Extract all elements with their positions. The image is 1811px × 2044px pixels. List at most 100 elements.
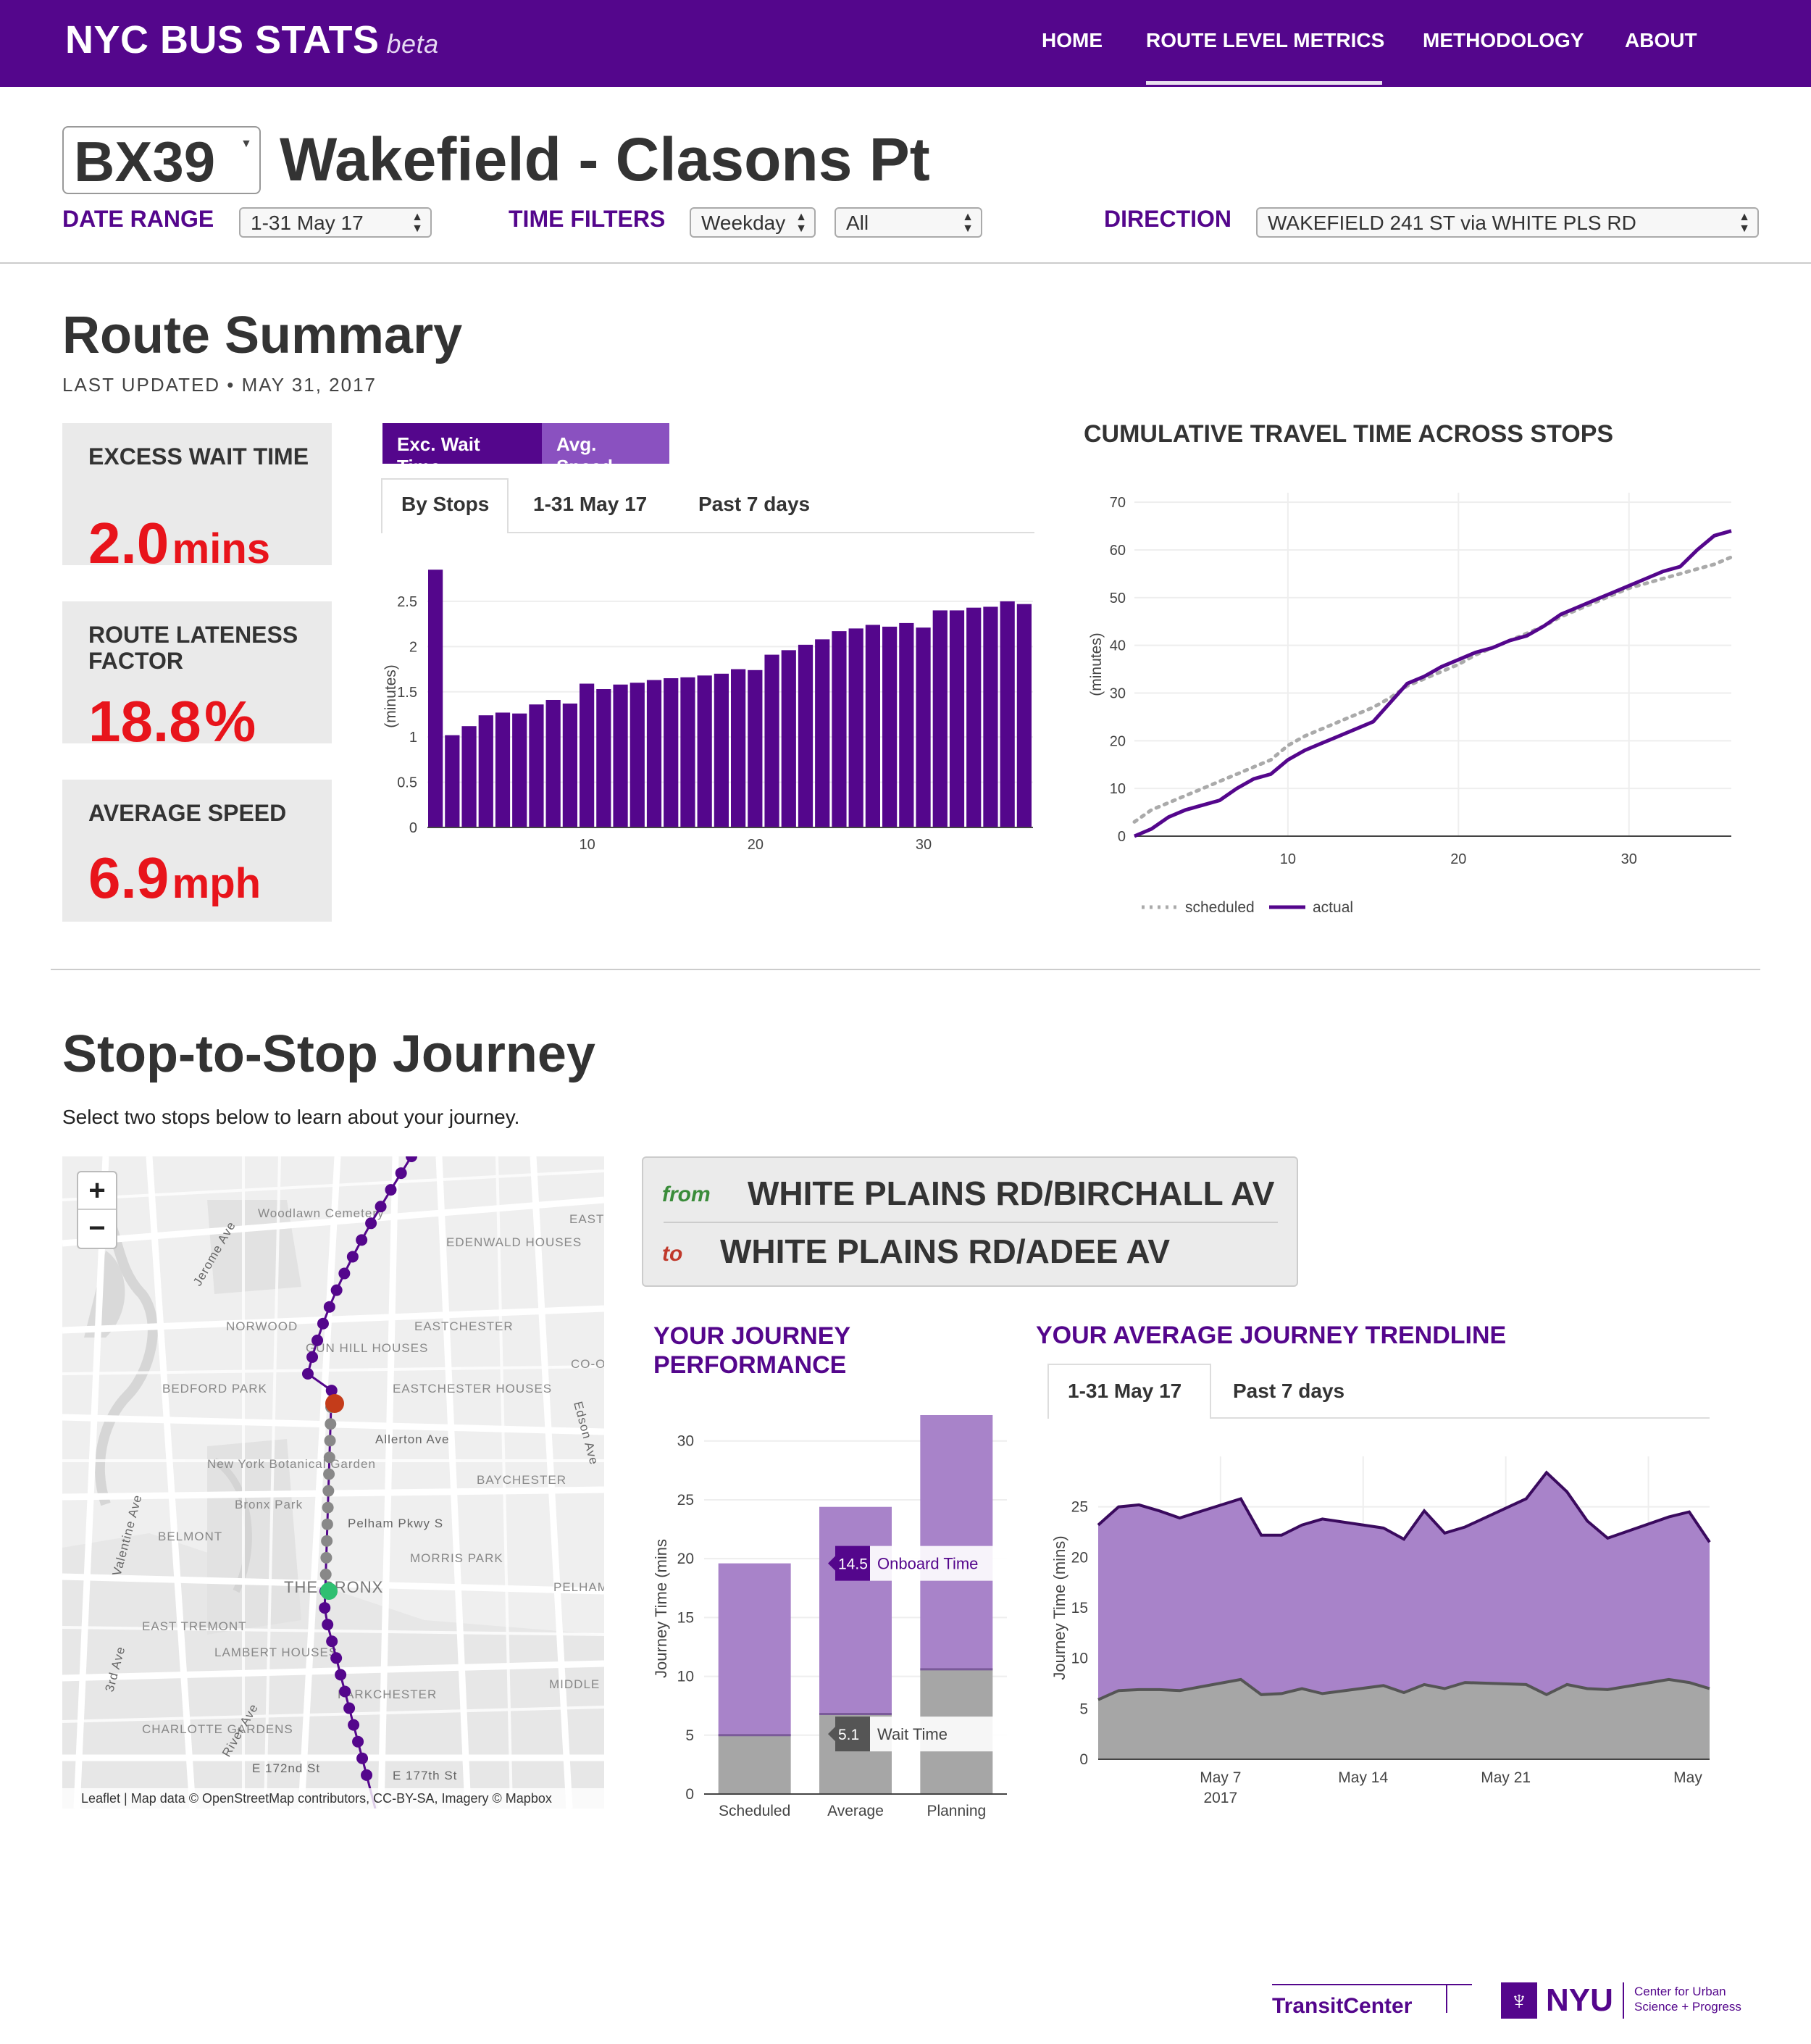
- day-type-select[interactable]: Weekday ▲ ▼: [690, 207, 816, 238]
- bar: [428, 570, 443, 827]
- y-tick-label: 10: [677, 1669, 694, 1685]
- trend-tab-past-7-days[interactable]: Past 7 days: [1233, 1380, 1345, 1402]
- nyu-divider: [1623, 1982, 1624, 2019]
- bar: [580, 683, 595, 827]
- nav-home[interactable]: HOME: [1042, 29, 1103, 51]
- tab-by-stops[interactable]: [381, 478, 509, 533]
- time-period-value: All: [846, 212, 869, 234]
- bar: [512, 713, 527, 827]
- stop-marker: [324, 1435, 336, 1447]
- y-tick-label: 0: [409, 820, 417, 836]
- zoom-in-button[interactable]: +: [78, 1172, 116, 1210]
- brand-logo[interactable]: NYC BUS STATS beta: [65, 17, 439, 62]
- bar: [916, 627, 931, 827]
- date-range-label: DATE RANGE: [62, 206, 214, 232]
- metric-label: AVERAGE SPEED: [88, 800, 287, 826]
- metric-value: 6.9 mph: [88, 846, 262, 910]
- route-map[interactable]: Woodlawn Cemetery EDENWALD HOUSES NORWOO…: [62, 1156, 604, 1809]
- bar: [545, 699, 561, 827]
- stop-marker: [326, 1635, 338, 1648]
- y-axis-label: Journey Time (mins: [652, 1539, 670, 1678]
- stop-marker: [306, 1351, 319, 1363]
- zoom-out-button[interactable]: −: [88, 1212, 106, 1244]
- x-tick-label: 20: [748, 837, 764, 853]
- trend-tab-date-range[interactable]: [1047, 1364, 1211, 1419]
- x-tick-label: 20: [1450, 851, 1466, 867]
- nav-about[interactable]: ABOUT: [1625, 29, 1697, 51]
- y-tick-label: 60: [1110, 543, 1126, 559]
- area-wait: [1098, 1679, 1710, 1759]
- last-updated: LAST UPDATED • MAY 31, 2017: [62, 374, 377, 396]
- x-tick-label: May 21: [1481, 1769, 1531, 1786]
- y-tick-label: 30: [1110, 686, 1126, 702]
- select-arrows-icon: ▲ ▼: [962, 211, 974, 235]
- bar: [529, 704, 544, 827]
- nav-route-level-metrics[interactable]: ROUTE LEVEL METRICS: [1146, 29, 1385, 51]
- journey-title: Stop-to-Stop Journey: [62, 1025, 595, 1083]
- bar: [613, 684, 628, 827]
- tooltip-onboard: 14.5 Onboard Time: [828, 1545, 1021, 1581]
- toggle-avg-speed[interactable]: Avg. Speed: [542, 423, 669, 477]
- map-attribution: Leaflet | Map data © OpenStreetMap contr…: [81, 1791, 552, 1806]
- to-stop[interactable]: WHITE PLAINS RD/ADEE AV: [720, 1232, 1171, 1270]
- bar: [1000, 601, 1015, 827]
- x-tick-label: May 7: [1200, 1769, 1241, 1786]
- tooltip-body: [870, 1545, 1021, 1581]
- route-selector[interactable]: [62, 126, 261, 194]
- metric-route-lateness: ROUTE LATENESS FACTOR 18.8 %: [62, 601, 332, 754]
- direction-select[interactable]: WAKEFIELD 241 ST via WHITE PLS RD ▲ ▼: [1256, 207, 1759, 238]
- metric-label: EXCESS WAIT TIME: [88, 443, 309, 470]
- bar: [949, 610, 965, 827]
- map-label: New York Botanical Garden: [207, 1457, 376, 1471]
- y-tick-label: 20: [1110, 733, 1126, 749]
- map-label: BELMONT: [158, 1530, 222, 1543]
- select-arrows-icon: ▲ ▼: [795, 211, 807, 235]
- y-tick-label: 1: [409, 730, 417, 746]
- y-tick-label: 5: [685, 1727, 694, 1744]
- line-total: [1097, 1470, 1711, 1543]
- day-type-value: Weekday: [701, 212, 786, 234]
- nav-methodology[interactable]: METHODOLOGY: [1423, 29, 1584, 51]
- select-arrows-icon: ▲ ▼: [1739, 211, 1750, 235]
- y-axis-label: (minutes): [1088, 633, 1105, 696]
- from-stop[interactable]: WHITE PLAINS RD/BIRCHALL AV: [748, 1175, 1275, 1212]
- y-tick-label: 30: [677, 1433, 694, 1450]
- tab-past-7-days[interactable]: Past 7 days: [698, 493, 811, 515]
- from-label: from: [662, 1182, 711, 1206]
- y-tick-label: 5: [1079, 1701, 1088, 1717]
- y-tick-label: 10: [1110, 781, 1126, 797]
- x-tick-label: Scheduled: [719, 1803, 790, 1819]
- date-range-select[interactable]: 1-31 May 17 ▲ ▼: [239, 207, 432, 238]
- journey-performance-chart: 0 5 10 15 20 25 30 Scheduled Average Planning Jour…: [652, 1414, 1021, 1819]
- y-tick-label: 70: [1110, 495, 1126, 511]
- line-wait: [1097, 1677, 1710, 1701]
- map-label: E 177th St: [393, 1769, 457, 1782]
- time-filters-label: TIME FILTERS: [509, 206, 666, 232]
- toggle-exc-wait-time[interactable]: Exc. Wait Time: [382, 423, 542, 477]
- map-label: E 172nd St: [252, 1761, 320, 1775]
- time-period-select[interactable]: All ▲ ▼: [835, 207, 982, 238]
- stop-marker: [317, 1317, 329, 1330]
- y-axis-label: (minutes): [382, 664, 399, 728]
- map-label: CO-O: [571, 1357, 604, 1371]
- stop-marker: [319, 1568, 332, 1580]
- map-label: EASTCHESTER HOUSES: [393, 1382, 552, 1396]
- bar: [983, 606, 998, 827]
- transitcenter-logo[interactable]: TransitCenter: [1272, 1994, 1413, 2018]
- bar: [966, 607, 982, 827]
- stop-marker: [325, 1385, 338, 1397]
- stop-marker: [352, 1735, 364, 1748]
- bar: [731, 669, 746, 827]
- bar: [461, 726, 477, 827]
- tab-date-range[interactable]: 1-31 May 17: [533, 493, 648, 515]
- direction-value: WAKEFIELD 241 ST via WHITE PLS RD: [1268, 212, 1636, 234]
- map-canvas[interactable]: Woodlawn Cemetery EDENWALD HOUSES NORWOO…: [62, 1156, 604, 1809]
- bus-route-line: [301, 1156, 417, 1809]
- nyu-logo[interactable]: NYU: [1546, 1982, 1613, 2018]
- tooltip-pointer: [828, 1545, 870, 1581]
- excess-wait-bar-chart: 0 0.5 1 1.5 2 2.5 10 20 30 (minutes): [382, 570, 1033, 853]
- route-caret-icon: ▼: [241, 138, 252, 150]
- to-label: to: [662, 1242, 683, 1266]
- y-tick-label: 0: [685, 1786, 694, 1803]
- cumulative-chart-title: CUMULATIVE TRAVEL TIME ACROSS STOPS: [1084, 420, 1614, 448]
